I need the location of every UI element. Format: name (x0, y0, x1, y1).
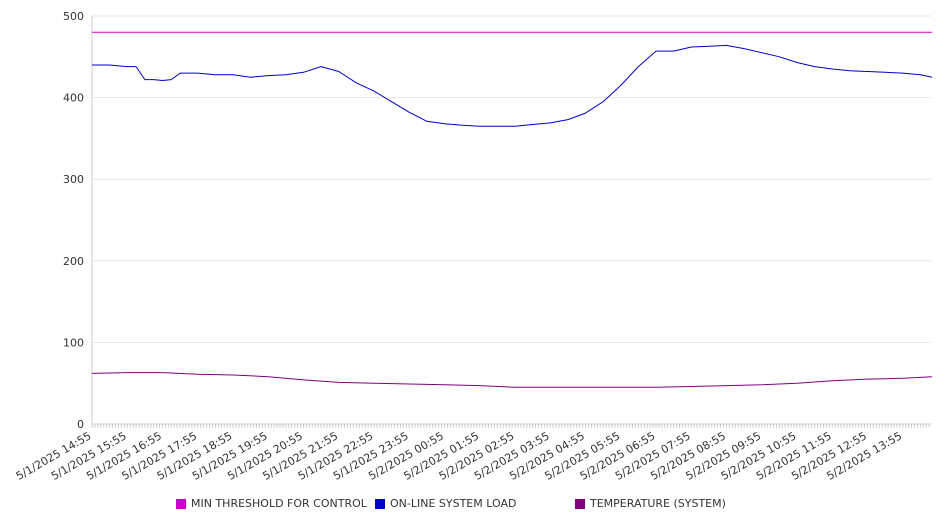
y-tick-labels: 0 100 200 300 400 500 (63, 10, 84, 431)
y-tick-label: 400 (63, 92, 84, 105)
y-tick-label: 0 (77, 418, 84, 431)
y-tick-label: 200 (63, 255, 84, 268)
legend: MIN THRESHOLD FOR CONTROL ON-LINE SYSTEM… (0, 497, 946, 515)
legend-label-temperature-system: TEMPERATURE (SYSTEM) (590, 497, 726, 510)
legend-label-min-threshold: MIN THRESHOLD FOR CONTROL (191, 497, 367, 510)
legend-label-online-system-load: ON-LINE SYSTEM LOAD (390, 497, 517, 510)
axes (91, 16, 931, 428)
y-tick-label: 500 (63, 10, 84, 23)
legend-swatch-temperature-system (575, 498, 585, 509)
legend-item-online-system-load[interactable]: ON-LINE SYSTEM LOAD (375, 497, 516, 510)
series-lines (91, 31, 933, 388)
legend-swatch-online-system-load (375, 498, 385, 509)
legend-item-min-threshold[interactable]: MIN THRESHOLD FOR CONTROL (176, 497, 367, 510)
series-line-temperature-system (91, 372, 933, 388)
series-line-on-line-system-load (92, 44, 933, 127)
y-tick-label: 300 (63, 173, 84, 186)
legend-item-temperature-system[interactable]: TEMPERATURE (SYSTEM) (575, 497, 726, 510)
x-tick-labels: 5/1/2025 14:555/1/2025 15:555/1/2025 16:… (14, 429, 905, 483)
legend-swatch-min-threshold (176, 498, 186, 509)
gridlines (92, 15, 931, 343)
y-tick-label: 100 (63, 336, 84, 349)
